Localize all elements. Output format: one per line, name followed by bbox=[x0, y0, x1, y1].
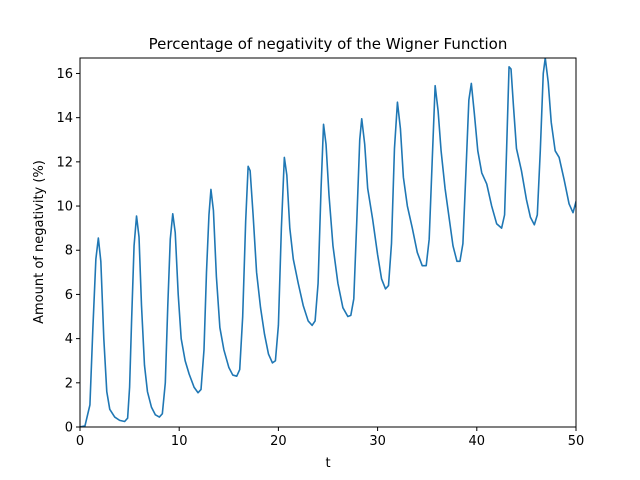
x-tick-label: 50 bbox=[568, 434, 585, 449]
plot-area bbox=[80, 58, 576, 427]
y-tick-label: 0 bbox=[65, 421, 73, 436]
y-tick-label: 14 bbox=[56, 111, 73, 126]
x-axis: 0 10 20 30 40 50 bbox=[76, 427, 584, 449]
y-tick-label: 16 bbox=[56, 67, 73, 82]
series-line-0 bbox=[80, 58, 576, 427]
y-axis-label: Amount of negativity (%) bbox=[32, 160, 47, 324]
y-tick-label: 8 bbox=[65, 244, 73, 259]
y-tick-label: 6 bbox=[65, 288, 73, 303]
y-tick-label: 12 bbox=[56, 155, 73, 170]
x-tick-label: 10 bbox=[171, 434, 188, 449]
y-tick-label: 10 bbox=[56, 200, 73, 215]
x-tick-label: 20 bbox=[270, 434, 287, 449]
chart-title: Percentage of negativity of the Wigner F… bbox=[149, 35, 508, 53]
x-axis-label: t bbox=[325, 456, 330, 471]
y-axis: 0 2 4 6 8 10 12 14 16 bbox=[56, 67, 80, 436]
y-tick-label: 4 bbox=[65, 332, 73, 347]
x-tick-label: 0 bbox=[76, 434, 84, 449]
x-tick-label: 30 bbox=[369, 434, 386, 449]
y-tick-label: 2 bbox=[65, 376, 73, 391]
axes-frame bbox=[79, 57, 577, 428]
x-tick-label: 40 bbox=[469, 434, 486, 449]
